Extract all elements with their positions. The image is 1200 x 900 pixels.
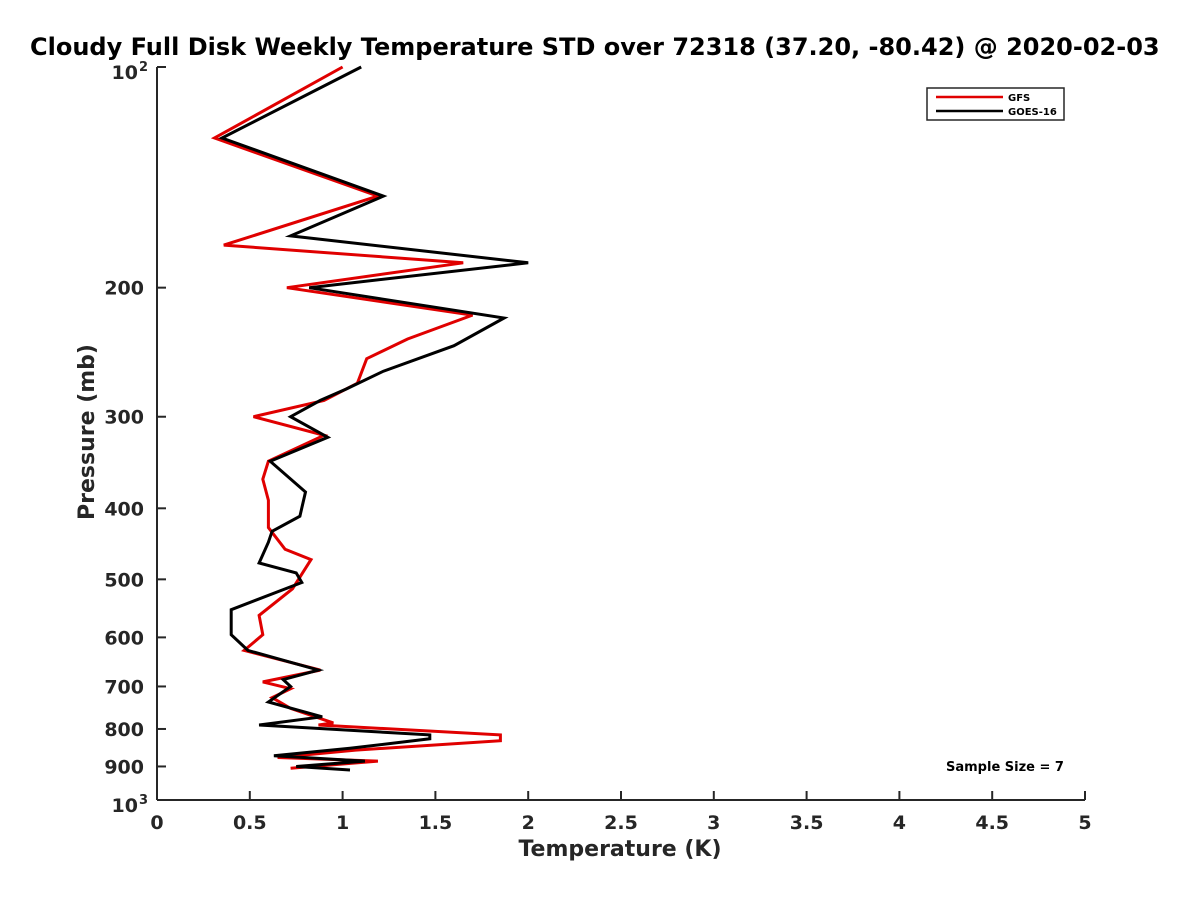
x-tick-label: 0 [150, 812, 163, 834]
legend-box [926, 87, 1065, 121]
x-axis-label: Temperature (K) [518, 837, 721, 862]
y-tick-label: 300 [104, 407, 144, 429]
legend-label-goes16: GOES-16 [1008, 107, 1057, 118]
y-tick-label: 10 [112, 62, 138, 84]
x-tick-label: 2 [522, 812, 535, 834]
y-tick-label-exponent: 2 [139, 60, 148, 75]
x-tick-label: 4 [893, 812, 906, 834]
x-tick-label: 4.5 [975, 812, 1009, 834]
y-tick-label: 800 [104, 719, 144, 741]
y-tick-label: 900 [104, 756, 144, 778]
legend-label-gfs: GFS [1008, 93, 1030, 104]
y-tick-label: 700 [104, 676, 144, 698]
y-tick-label: 600 [104, 627, 144, 649]
x-tick-label: 2.5 [604, 812, 638, 834]
y-axis-label: Pressure (mb) [75, 344, 100, 520]
x-ticks: 0 0.5 1 1.5 2 2.5 3 3.5 4 4.5 5 [150, 791, 1092, 834]
x-tick-label: 3 [707, 812, 720, 834]
series-line-goes16 [218, 65, 529, 772]
axes: 0 0.5 1 1.5 2 2.5 3 3.5 4 4.5 5 210200300400500600… [104, 60, 1091, 834]
y-tick-label-exponent: 3 [139, 793, 148, 808]
y-tick-label: 400 [104, 498, 144, 520]
x-tick-label: 5 [1078, 812, 1091, 834]
series-layer [210, 65, 529, 772]
series-line-gfs [210, 65, 502, 770]
x-tick-label: 0.5 [233, 812, 267, 834]
x-tick-label: 1.5 [419, 812, 453, 834]
x-tick-label: 1 [336, 812, 349, 834]
x-tick-label: 3.5 [790, 812, 824, 834]
y-tick-label: 200 [104, 278, 144, 300]
y-tick-label: 500 [104, 569, 144, 591]
legend: GFS GOES-16 [926, 87, 1065, 121]
chart-title: Cloudy Full Disk Weekly Temperature STD … [30, 33, 1160, 61]
sample-size-annotation: Sample Size = 7 [946, 760, 1064, 775]
y-tick-label: 10 [112, 795, 138, 817]
